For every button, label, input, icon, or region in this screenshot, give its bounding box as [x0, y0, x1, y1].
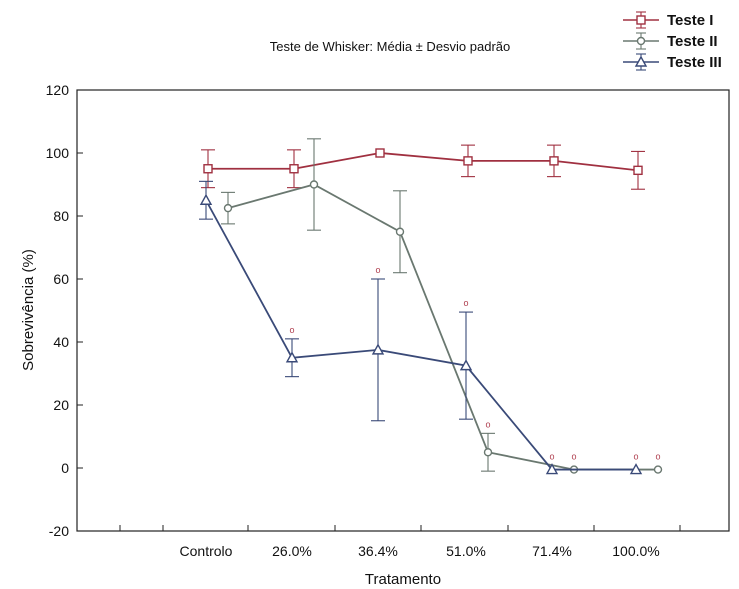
x-tick-label: 71.4% — [532, 543, 572, 559]
data-label: o — [633, 452, 638, 462]
data-label: o — [289, 325, 294, 335]
legend-marker — [634, 55, 648, 67]
y-tick-label: 40 — [53, 334, 69, 350]
data-point — [549, 156, 559, 166]
data-point — [653, 465, 663, 474]
data-point — [483, 448, 493, 457]
data-point — [203, 164, 213, 174]
y-tick-label: 60 — [53, 271, 69, 287]
series-3: o o o o o — [199, 180, 643, 475]
data-label: o — [375, 265, 380, 275]
data-point — [289, 164, 299, 174]
data-label: o — [571, 452, 576, 462]
data-point — [545, 463, 559, 475]
y-tick-label: 100 — [46, 145, 70, 161]
data-label: o — [463, 298, 468, 308]
legend-item: Teste II — [623, 32, 718, 50]
legend-marker — [636, 15, 646, 25]
data-label: o — [485, 419, 490, 429]
series-line — [208, 152, 639, 172]
series-1 — [201, 144, 645, 190]
x-tick-label: 26.0% — [272, 543, 312, 559]
y-tick-label: 20 — [53, 397, 69, 413]
data-point — [395, 227, 405, 236]
legend-item: Teste I — [623, 11, 713, 29]
legend-item: Teste III — [623, 53, 722, 71]
legend-label: Teste I — [667, 12, 713, 29]
y-axis-title: Sobrevivência (%) — [20, 249, 37, 371]
x-axis: Controlo 26.0% 36.4% 51.0% 71.4% 100.0% — [119, 525, 681, 559]
x-tick-label: 51.0% — [446, 543, 486, 559]
x-tick-label: 100.0% — [612, 543, 659, 559]
x-tick-label: 36.4% — [358, 543, 398, 559]
legend: Teste I Teste II Teste III — [623, 11, 722, 71]
legend-marker — [636, 36, 646, 46]
y-tick-label: 80 — [53, 208, 69, 224]
data-label: o — [655, 452, 660, 462]
data-point — [223, 203, 233, 213]
x-axis-title: Tratamento — [365, 571, 441, 588]
data-point — [629, 463, 643, 475]
data-point — [375, 148, 385, 158]
data-label: o — [549, 452, 554, 462]
data-point — [199, 193, 213, 205]
series-layer: o o o o o o o o — [199, 138, 663, 475]
series-2: o o o — [221, 138, 663, 474]
series-line — [205, 199, 636, 471]
y-tick-label: 120 — [46, 82, 70, 98]
legend-label: Teste II — [667, 33, 718, 50]
legend-label: Teste III — [667, 54, 722, 71]
x-tick-label: Controlo — [180, 543, 233, 559]
plot-area-frame — [76, 89, 730, 532]
y-tick-label: 0 — [61, 460, 69, 476]
data-point — [633, 165, 643, 176]
y-axis: -20 0 20 40 60 80 100 120 — [46, 82, 83, 539]
data-point — [371, 343, 385, 355]
data-point — [309, 180, 319, 189]
data-point — [459, 359, 473, 371]
chart-title: Teste de Whisker: Média ± Desvio padrão — [270, 39, 511, 54]
y-tick-label: -20 — [49, 523, 69, 539]
data-point — [285, 351, 299, 363]
data-point — [463, 156, 473, 166]
